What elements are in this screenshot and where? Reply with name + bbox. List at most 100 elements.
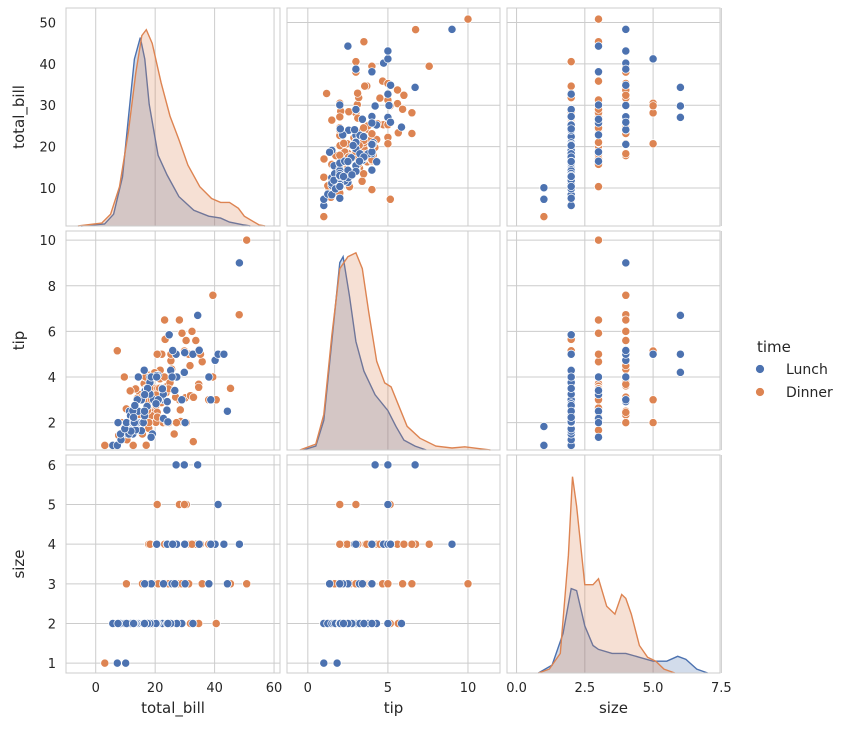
scatter-point-lunch bbox=[397, 619, 406, 628]
scatter-point-lunch bbox=[566, 412, 576, 422]
panel-background bbox=[507, 8, 720, 226]
x-axis-label-tip: tip bbox=[384, 699, 404, 717]
scatter-point-dinner bbox=[424, 539, 434, 549]
scatter-point-lunch bbox=[180, 539, 190, 549]
scatter-point-lunch bbox=[386, 539, 395, 549]
scatter-point-lunch bbox=[325, 579, 335, 589]
panel-background bbox=[287, 8, 500, 226]
scatter-point-dinner bbox=[407, 579, 417, 589]
scatter-point-lunch bbox=[351, 64, 361, 74]
panel-frame bbox=[506, 454, 721, 674]
y-tick-label: 2 bbox=[48, 617, 56, 632]
scatter-point-lunch bbox=[167, 372, 177, 382]
scatter-point-lunch bbox=[193, 460, 203, 470]
scatter-point-dinner bbox=[383, 139, 393, 149]
scatter-point-lunch bbox=[621, 346, 631, 355]
scatter-point-lunch bbox=[234, 258, 244, 268]
scatter-point-dinner bbox=[411, 25, 421, 35]
scatter-point-dinner bbox=[121, 579, 131, 589]
scatter-point-dinner bbox=[335, 500, 345, 509]
panel-frame bbox=[286, 230, 501, 451]
scatter-point-dinner bbox=[621, 90, 631, 100]
scatter-point-lunch bbox=[339, 619, 348, 628]
scatter-point-dinner bbox=[621, 315, 631, 325]
scatter-point-dinner bbox=[621, 326, 631, 336]
scatter-point-lunch bbox=[675, 82, 685, 92]
scatter-point-dinner bbox=[211, 619, 221, 628]
scatter-point-lunch bbox=[367, 165, 377, 175]
scatter-point-dinner bbox=[327, 115, 337, 125]
scatter-point-dinner bbox=[463, 579, 473, 589]
scatter-point-lunch bbox=[204, 372, 214, 382]
scatter-point-lunch bbox=[566, 349, 576, 359]
x-tick-label: 10 bbox=[460, 681, 477, 696]
scatter-point-lunch bbox=[140, 579, 150, 589]
scatter-point-lunch bbox=[357, 114, 367, 124]
x-axis-label-size: size bbox=[599, 699, 628, 717]
scatter-point-dinner bbox=[594, 349, 603, 359]
scatter-point-lunch bbox=[168, 539, 178, 549]
panel-frame bbox=[65, 230, 281, 451]
panel-size-vs-size: 0.0 2.5 5.0 7.5 size bbox=[506, 454, 732, 717]
y-tick-label: 20 bbox=[39, 141, 56, 156]
scatter-point-lunch bbox=[140, 390, 150, 400]
scatter-point-lunch bbox=[594, 67, 603, 77]
scatter-point-lunch bbox=[539, 422, 549, 431]
x-tick-label: 40 bbox=[206, 681, 223, 696]
scatter-point-lunch bbox=[332, 658, 342, 668]
scatter-point-lunch bbox=[339, 172, 348, 181]
scatter-point-dinner bbox=[152, 349, 162, 359]
y-tick-label: 2 bbox=[48, 417, 56, 432]
panel-tip-vs-size bbox=[506, 230, 722, 451]
scatter-point-dinner bbox=[648, 395, 658, 405]
scatter-point-lunch bbox=[335, 579, 345, 589]
scatter-point-dinner bbox=[594, 182, 603, 192]
scatter-point-dinner bbox=[407, 129, 417, 138]
panel-frame bbox=[65, 454, 281, 674]
scatter-point-dinner bbox=[383, 579, 393, 589]
scatter-point-lunch bbox=[410, 460, 420, 470]
panel-background bbox=[507, 455, 720, 673]
scatter-point-dinner bbox=[407, 108, 417, 118]
scatter-point-dinner bbox=[187, 326, 197, 336]
scatter-point-lunch bbox=[343, 157, 353, 166]
scatter-point-lunch bbox=[621, 139, 631, 149]
x-tick-label: 7.5 bbox=[711, 681, 732, 696]
scatter-point-dinner bbox=[360, 81, 370, 91]
scatter-point-dinner bbox=[621, 290, 631, 300]
x-tick-label: 20 bbox=[147, 681, 164, 696]
scatter-point-lunch bbox=[675, 101, 685, 111]
scatter-point-dinner bbox=[353, 88, 363, 98]
scatter-point-lunch bbox=[594, 372, 603, 382]
scatter-point-dinner bbox=[242, 235, 252, 245]
scatter-point-lunch bbox=[319, 658, 329, 668]
scatter-point-lunch bbox=[367, 539, 377, 549]
scatter-point-lunch bbox=[194, 345, 204, 355]
x-tick-label: 60 bbox=[266, 681, 283, 696]
scatter-point-lunch bbox=[566, 112, 576, 121]
y-tick-label: 8 bbox=[48, 280, 56, 295]
panel-background bbox=[66, 455, 280, 673]
panel-background bbox=[66, 8, 280, 226]
scatter-point-lunch bbox=[194, 539, 204, 549]
legend-marker-dinner bbox=[755, 387, 765, 397]
scatter-point-dinner bbox=[359, 37, 369, 47]
scatter-point-lunch bbox=[222, 579, 232, 589]
scatter-point-dinner bbox=[566, 81, 576, 91]
scatter-point-dinner bbox=[319, 154, 329, 164]
scatter-point-dinner bbox=[160, 315, 170, 325]
scatter-point-lunch bbox=[566, 372, 576, 382]
scatter-point-lunch bbox=[351, 539, 361, 549]
x-tick-label: 0 bbox=[304, 681, 312, 696]
panel-size-vs-tip: 0 5 10 tip bbox=[286, 454, 501, 717]
scatter-point-dinner bbox=[185, 361, 195, 371]
kde-line-lunch bbox=[80, 37, 251, 227]
scatter-point-dinner bbox=[399, 90, 409, 100]
kde-fill-dinner bbox=[538, 476, 675, 673]
scatter-point-lunch bbox=[621, 258, 631, 268]
scatter-point-dinner bbox=[351, 500, 361, 509]
scatter-point-lunch bbox=[594, 100, 603, 110]
scatter-point-dinner bbox=[594, 328, 603, 338]
